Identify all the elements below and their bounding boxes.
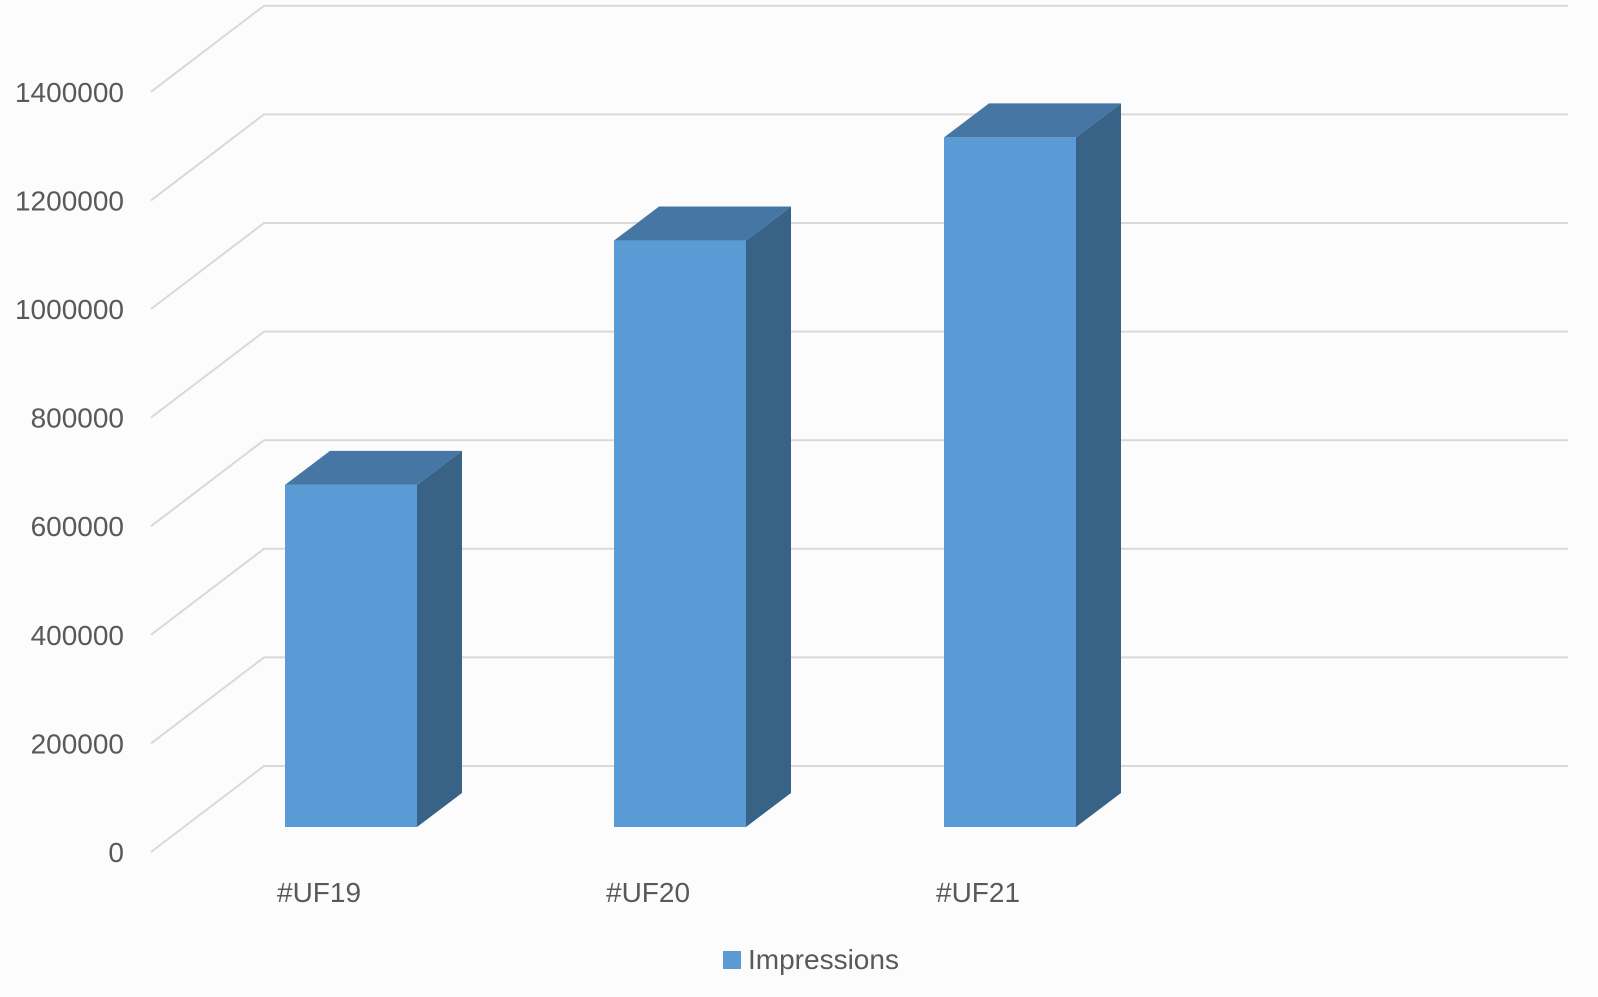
bar-uf19 [285, 450, 462, 827]
gridlines [150, 4, 1568, 853]
gridline [150, 656, 1568, 745]
y-tick-label: 1200000 [15, 185, 124, 216]
bar-uf20 [614, 206, 791, 827]
bar-side-face [1076, 103, 1121, 827]
legend-swatch-impressions [723, 951, 741, 969]
bars [285, 103, 1121, 827]
bar-front-face [285, 484, 417, 827]
y-tick-label: 400000 [31, 620, 124, 651]
y-tick-label: 1400000 [15, 77, 124, 108]
gridline [150, 222, 1568, 310]
bar-side-face [746, 206, 791, 827]
gridline [150, 330, 1568, 419]
bar-front-face [944, 137, 1076, 827]
legend: Impressions [723, 944, 899, 975]
gridline [150, 113, 1568, 202]
y-tick-label: 800000 [31, 403, 124, 434]
bar-top-face [944, 103, 1121, 138]
gridline [150, 765, 1568, 853]
gridline [150, 4, 1568, 93]
gridline [150, 547, 1568, 636]
x-tick-label: #UF20 [606, 877, 690, 908]
bar-top-face [285, 450, 462, 485]
y-axis-tick-labels: 0 200000 400000 600000 800000 1000000 1200000 1… [15, 77, 124, 868]
legend-label-impressions: Impressions [748, 944, 899, 975]
gridline [150, 439, 1568, 527]
x-axis-category-labels: #UF19 #UF20 #UF21 [277, 877, 1020, 908]
bar-side-face [417, 450, 462, 827]
x-tick-label: #UF19 [277, 877, 361, 908]
y-tick-label: 0 [108, 837, 124, 868]
bar-uf21 [944, 103, 1121, 827]
y-tick-label: 600000 [31, 511, 124, 542]
y-tick-label: 200000 [31, 728, 124, 759]
bar-front-face [614, 240, 746, 827]
bar-top-face [614, 206, 791, 241]
y-tick-label: 1000000 [15, 294, 124, 325]
x-tick-label: #UF21 [936, 877, 1020, 908]
